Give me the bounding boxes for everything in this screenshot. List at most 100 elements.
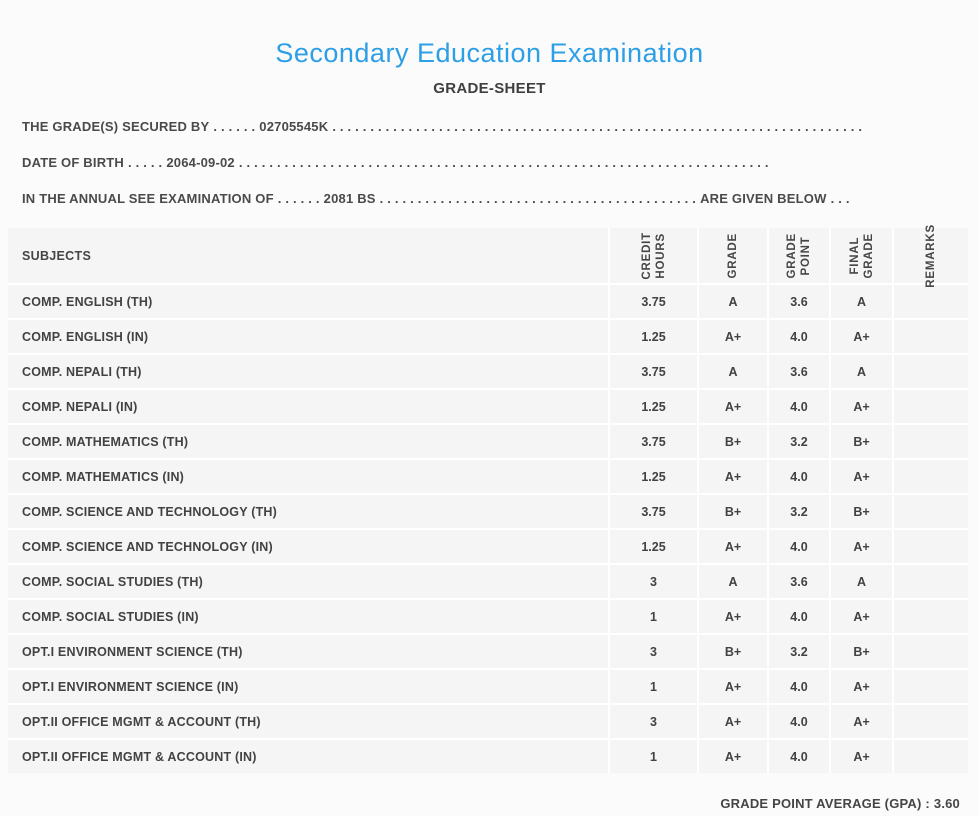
candidate-info: THE GRADE(S) SECURED BY. . . . . . 027055… xyxy=(22,119,979,207)
credit-hours-cell: 1 xyxy=(608,600,697,633)
grade-cell: A+ xyxy=(697,390,767,423)
table-row: COMP. SOCIAL STUDIES (IN) 1 A+ 4.0 A+ xyxy=(8,598,968,633)
credit-hours-cell: 1.25 xyxy=(608,530,697,563)
grade-cell: A+ xyxy=(697,670,767,703)
grade-cell: A+ xyxy=(697,530,767,563)
table-row: OPT.I ENVIRONMENT SCIENCE (IN) 1 A+ 4.0 … xyxy=(8,668,968,703)
grade-secured-label: THE GRADE(S) SECURED BY xyxy=(22,119,210,134)
grade-cell: A xyxy=(697,285,767,318)
gpa-label: GRADE POINT AVERAGE (GPA) : xyxy=(720,796,930,811)
student-symbol-number: 02705545K xyxy=(259,119,329,134)
grade-point-cell: 4.0 xyxy=(767,705,829,738)
credit-hours-cell: 1.25 xyxy=(608,320,697,353)
subject-cell: OPT.II OFFICE MGMT & ACCOUNT (IN) xyxy=(8,740,608,773)
table-row: COMP. ENGLISH (IN) 1.25 A+ 4.0 A+ xyxy=(8,318,968,353)
grade-cell: B+ xyxy=(697,635,767,668)
remarks-cell xyxy=(892,530,968,563)
grades-table: SUBJECTS CREDIT HOURS GRADE GRADE POINT … xyxy=(8,224,968,773)
grade-point-cell: 3.6 xyxy=(767,285,829,318)
subject-cell: COMP. MATHEMATICS (IN) xyxy=(8,460,608,493)
gpa-value: 3.60 xyxy=(933,796,960,811)
grade-point-cell: 4.0 xyxy=(767,670,829,703)
subject-cell: COMP. ENGLISH (IN) xyxy=(8,320,608,353)
subject-cell: COMP. NEPALI (IN) xyxy=(8,390,608,423)
grade-cell: A xyxy=(697,355,767,388)
credit-hours-cell: 3 xyxy=(608,565,697,598)
subject-cell: COMP. SOCIAL STUDIES (TH) xyxy=(8,565,608,598)
grade-point-cell: 3.6 xyxy=(767,565,829,598)
subject-cell: COMP. SOCIAL STUDIES (IN) xyxy=(8,600,608,633)
subject-cell: COMP. SCIENCE AND TECHNOLOGY (IN) xyxy=(8,530,608,563)
remarks-cell xyxy=(892,425,968,458)
grade-cell: A+ xyxy=(697,320,767,353)
grade-cell: A+ xyxy=(697,705,767,738)
remarks-cell xyxy=(892,600,968,633)
remarks-cell xyxy=(892,320,968,353)
exam-year-label: IN THE ANNUAL SEE EXAMINATION OF xyxy=(22,191,274,206)
credit-hours-cell: 1.25 xyxy=(608,460,697,493)
credit-hours-cell: 3 xyxy=(608,705,697,738)
dots: . . . . . . . . . . . . . . . . . . . . … xyxy=(238,155,769,170)
grade-point-cell: 3.2 xyxy=(767,495,829,528)
remarks-cell xyxy=(892,460,968,493)
credit-hours-cell: 1 xyxy=(608,740,697,773)
table-row: COMP. SOCIAL STUDIES (TH) 3 A 3.6 A xyxy=(8,563,968,598)
gpa-footer: GRADE POINT AVERAGE (GPA) :3.60 xyxy=(0,796,960,811)
dots: . . . xyxy=(830,191,850,206)
remarks-cell xyxy=(892,635,968,668)
column-header-subjects: SUBJECTS xyxy=(8,228,608,283)
grade-cell: B+ xyxy=(697,495,767,528)
date-of-birth-line: DATE OF BIRTH. . . . . 2064-09-02. . . . … xyxy=(22,155,867,171)
remarks-cell xyxy=(892,495,968,528)
subject-cell: COMP. NEPALI (TH) xyxy=(8,355,608,388)
dots: . . . . . xyxy=(128,155,163,170)
table-row: COMP. NEPALI (IN) 1.25 A+ 4.0 A+ xyxy=(8,388,968,423)
dots: . . . . . . xyxy=(213,119,256,134)
sheet-subtitle: GRADE-SHEET xyxy=(433,80,546,97)
final-grade-cell: A+ xyxy=(829,740,892,773)
final-grade-cell: A xyxy=(829,285,892,318)
column-header-credit-hours: CREDIT HOURS xyxy=(608,228,697,283)
subject-cell: COMP. ENGLISH (TH) xyxy=(8,285,608,318)
final-grade-cell: B+ xyxy=(829,495,892,528)
final-grade-cell: A+ xyxy=(829,600,892,633)
grade-point-cell: 3.2 xyxy=(767,425,829,458)
grade-cell: A+ xyxy=(697,740,767,773)
grade-point-cell: 4.0 xyxy=(767,390,829,423)
remarks-cell xyxy=(892,565,968,598)
final-grade-cell: A xyxy=(829,565,892,598)
subject-cell: OPT.I ENVIRONMENT SCIENCE (TH) xyxy=(8,635,608,668)
date-of-birth-value: 2064-09-02 xyxy=(166,155,235,170)
subject-cell: OPT.I ENVIRONMENT SCIENCE (IN) xyxy=(8,670,608,703)
remarks-cell xyxy=(892,670,968,703)
remarks-cell xyxy=(892,285,968,318)
final-grade-cell: A+ xyxy=(829,390,892,423)
grade-point-cell: 4.0 xyxy=(767,320,829,353)
grade-point-cell: 4.0 xyxy=(767,460,829,493)
final-grade-cell: A+ xyxy=(829,705,892,738)
subject-cell: COMP. SCIENCE AND TECHNOLOGY (TH) xyxy=(8,495,608,528)
credit-hours-cell: 3.75 xyxy=(608,355,697,388)
remarks-cell xyxy=(892,740,968,773)
final-grade-cell: A+ xyxy=(829,670,892,703)
grade-point-cell: 4.0 xyxy=(767,600,829,633)
final-grade-cell: A+ xyxy=(829,320,892,353)
exam-year-line: IN THE ANNUAL SEE EXAMINATION OF. . . . … xyxy=(22,191,867,207)
grade-point-cell: 3.6 xyxy=(767,355,829,388)
grade-secured-line: THE GRADE(S) SECURED BY. . . . . . 027055… xyxy=(22,119,867,135)
final-grade-cell: A+ xyxy=(829,460,892,493)
table-row: OPT.II OFFICE MGMT & ACCOUNT (TH) 3 A+ 4… xyxy=(8,703,968,738)
column-header-grade: GRADE xyxy=(697,228,767,283)
grade-cell: B+ xyxy=(697,425,767,458)
final-grade-cell: B+ xyxy=(829,425,892,458)
grade-point-cell: 4.0 xyxy=(767,740,829,773)
page-title: Secondary Education Examination xyxy=(275,38,704,68)
final-grade-cell: B+ xyxy=(829,635,892,668)
grade-point-cell: 4.0 xyxy=(767,530,829,563)
credit-hours-cell: 1 xyxy=(608,670,697,703)
dots: . . . . . . . . . . . . . . . . . . . . … xyxy=(332,119,863,134)
column-header-grade-point: GRADE POINT xyxy=(767,228,829,283)
subject-cell: COMP. MATHEMATICS (TH) xyxy=(8,425,608,458)
column-header-remarks: REMARKS xyxy=(892,224,968,287)
